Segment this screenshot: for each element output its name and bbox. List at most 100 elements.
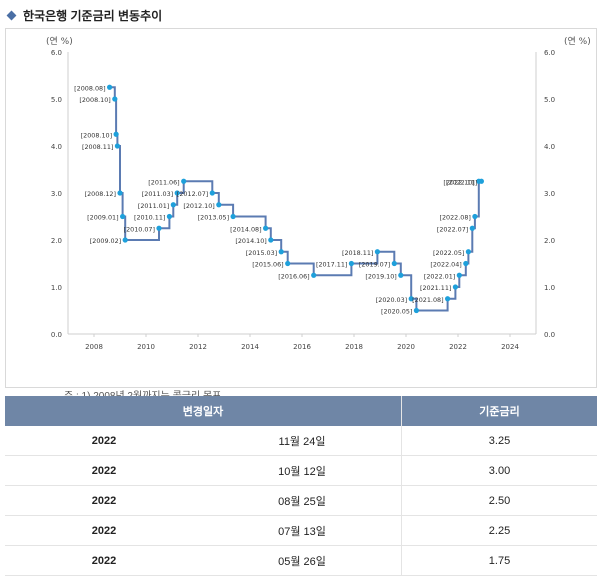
header-base-rate[interactable]: 기준금리 (401, 396, 597, 426)
y-tick-label-right: 1.0 (544, 284, 555, 292)
data-label: [2020.05] (381, 308, 412, 316)
data-label: [2013.05] (198, 214, 229, 222)
y-tick-label-right: 3.0 (544, 190, 555, 198)
data-point (472, 213, 478, 220)
data-label: [2022.11] (446, 178, 477, 186)
y-unit-left: (연 %) (46, 36, 73, 47)
data-point (120, 213, 126, 220)
y-tick-label-right: 6.0 (544, 49, 555, 57)
data-label: [2009.02] (90, 237, 121, 245)
data-point (469, 225, 475, 231)
y-tick-label-left: 2.0 (51, 237, 62, 245)
y-unit-right: (연 %) (564, 36, 591, 47)
header-change-date[interactable]: 변경일자 (5, 396, 402, 426)
y-tick-label-right: 4.0 (544, 143, 555, 151)
x-tick-label: 2016 (293, 343, 311, 351)
data-point (278, 249, 284, 255)
data-label: [2020.03] (376, 296, 407, 304)
row-date: 08월 25일 (203, 485, 402, 516)
row-year: 2022 (5, 426, 203, 456)
data-point (445, 296, 451, 302)
y-tick-label-left: 1.0 (51, 284, 62, 292)
data-label: [2022.10] (443, 178, 474, 186)
data-point (181, 178, 187, 184)
data-label: [2011.03] (142, 190, 173, 198)
data-label: [2019.07] (359, 261, 390, 269)
data-point (452, 284, 458, 290)
row-year: 2022 (5, 515, 203, 546)
x-tick-label: 2024 (501, 343, 519, 351)
data-point (463, 260, 469, 267)
data-point (174, 190, 180, 196)
x-tick-label: 2012 (189, 343, 207, 351)
data-label: [2010.11] (134, 214, 165, 222)
data-label: [2014.10] (235, 237, 266, 245)
x-tick-label: 2010 (137, 343, 155, 351)
y-tick-label-right: 2.0 (544, 237, 555, 245)
rate-chart: (연 %) (연 %) 0.0 0.0 1.0 1.0 2.0 2.0 3.0 3.0 4.0 4.0… (46, 36, 591, 351)
data-label: [2012.07] (177, 190, 208, 198)
data-label: [2015.06] (252, 261, 283, 269)
data-label: [2018.11] (342, 249, 373, 257)
data-point (374, 249, 380, 255)
data-label: [2009.01] (87, 214, 118, 222)
data-label: [2008.12] (85, 190, 116, 198)
row-year: 2022 (5, 485, 203, 516)
data-label: [2021.11] (420, 284, 451, 292)
row-rate: 2.25 (401, 515, 597, 546)
data-label: [2011.06] (148, 178, 179, 186)
row-rate: 3.00 (401, 455, 597, 486)
table-row: 2022 10월 12일 3.00 (5, 455, 597, 486)
data-point (478, 178, 484, 184)
diamond-bullet-icon (6, 10, 17, 20)
chart-panel: (연 %) (연 %) 0.0 0.0 1.0 1.0 2.0 2.0 3.0 3.0 4.0 4.0… (5, 28, 597, 402)
y-tick-label-left: 5.0 (51, 96, 62, 104)
data-point (170, 202, 176, 208)
data-point (465, 249, 471, 255)
row-date: 11월 24일 (203, 426, 402, 456)
y-tick-label-left: 4.0 (51, 143, 62, 151)
y-tick-label-left: 3.0 (51, 190, 62, 198)
data-point (216, 202, 222, 208)
data-label: [2019.10] (365, 272, 396, 280)
x-tick-label: 2018 (345, 343, 363, 351)
y-tick-label-right: 0.0 (544, 331, 555, 339)
data-label: [2008.10] (79, 96, 110, 104)
data-point (166, 213, 172, 220)
x-tick-label: 2020 (397, 343, 415, 351)
data-label: [2022.04] (430, 261, 461, 269)
data-point (268, 237, 274, 243)
data-label: [2022.01] (424, 272, 455, 280)
page-title: 한국은행 기준금리 변동추이 (23, 8, 163, 23)
data-point (113, 131, 119, 137)
row-rate: 1.75 (401, 545, 597, 576)
data-point (413, 307, 419, 314)
data-label: [2016.06] (278, 272, 309, 280)
data-point (456, 272, 462, 278)
row-date: 07월 13일 (203, 515, 402, 546)
data-point (263, 225, 269, 231)
data-label: [2008.11] (82, 143, 113, 151)
x-tick-label: 2022 (449, 343, 467, 351)
data-point (398, 272, 404, 278)
table-header-row: 변경일자 기준금리 (5, 396, 597, 426)
data-label: [2008.10] (81, 131, 112, 139)
data-label: [2010.07] (124, 225, 155, 233)
data-label: [2014.08] (230, 225, 261, 233)
x-tick-label: 2008 (85, 343, 103, 351)
rate-table: 변경일자 기준금리 2022 11월 24일 3.25 2022 10월 12일… (5, 396, 597, 576)
data-point (107, 84, 113, 90)
data-point (311, 272, 317, 278)
data-label: [2022.07] (437, 225, 468, 233)
data-point (112, 96, 118, 102)
data-label: [2012.10] (183, 202, 214, 210)
y-tick-label-left: 0.0 (51, 331, 62, 339)
row-rate: 3.25 (401, 426, 597, 456)
table-row: 2022 11월 24일 3.25 (5, 426, 597, 456)
section-header: 한국은행 기준금리 변동추이 (6, 6, 162, 24)
data-label: [2022.08] (439, 214, 470, 222)
row-date: 10월 12일 (203, 455, 402, 486)
data-point (230, 213, 236, 220)
y-tick-label-left: 6.0 (51, 49, 62, 57)
data-point (391, 260, 397, 267)
